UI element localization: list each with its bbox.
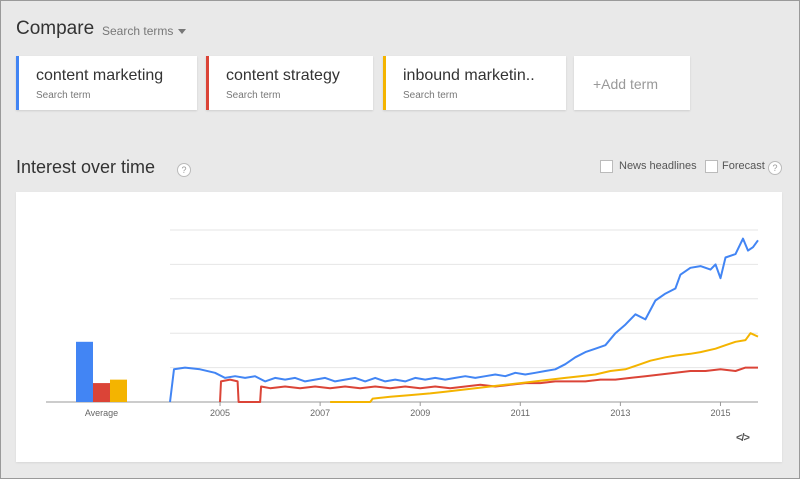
average-bar: [76, 341, 93, 402]
term-type: Search term: [36, 90, 91, 101]
x-tick-label: 2005: [210, 408, 230, 418]
term-card-content-marketing[interactable]: content marketing Search term: [16, 56, 197, 110]
term-name: inbound marketin..: [403, 67, 535, 84]
embed-code-icon[interactable]: </>: [736, 432, 750, 444]
compare-title: Compare: [16, 18, 95, 39]
news-headlines-label: News headlines: [619, 160, 697, 172]
x-tick-label: 2015: [710, 408, 730, 418]
search-terms-label: Search terms: [102, 24, 174, 38]
term-card-inbound-marketing[interactable]: inbound marketin.. Search term: [383, 56, 566, 110]
average-bar: [110, 379, 127, 402]
average-bar: [93, 383, 110, 402]
term-card-content-strategy[interactable]: content strategy Search term: [206, 56, 373, 110]
forecast-checkbox[interactable]: [705, 160, 718, 173]
interest-chart: Average 2005 2007 2009 2011 2013 2015: [46, 229, 759, 418]
x-tick-label: 2009: [410, 408, 430, 418]
help-icon[interactable]: ?: [177, 163, 191, 177]
term-type: Search term: [226, 90, 281, 101]
forecast-label: Forecast: [722, 160, 765, 172]
term-name: content strategy: [226, 67, 340, 84]
forecast-help-icon[interactable]: ?: [768, 161, 782, 175]
x-tick-label: 2011: [511, 408, 530, 418]
search-terms-dropdown[interactable]: Search terms: [102, 24, 187, 38]
chart-panel: Average 2005 2007 2009 2011 2013 2015: [16, 192, 782, 462]
average-label: Average: [85, 408, 118, 418]
term-type: Search term: [403, 90, 458, 101]
x-tick-label: 2007: [310, 408, 330, 418]
interest-over-time-title: Interest over time: [16, 157, 156, 177]
series-line-2: [330, 332, 759, 403]
add-term-button[interactable]: +Add term: [574, 56, 690, 110]
news-headlines-checkbox[interactable]: [600, 160, 613, 173]
term-name: content marketing: [36, 67, 164, 84]
add-term-label: +Add term: [593, 76, 658, 92]
x-tick-label: 2013: [610, 408, 630, 418]
series-line-1: [219, 366, 758, 403]
dropdown-caret-icon: [178, 29, 187, 35]
series-line-0: [169, 237, 759, 403]
